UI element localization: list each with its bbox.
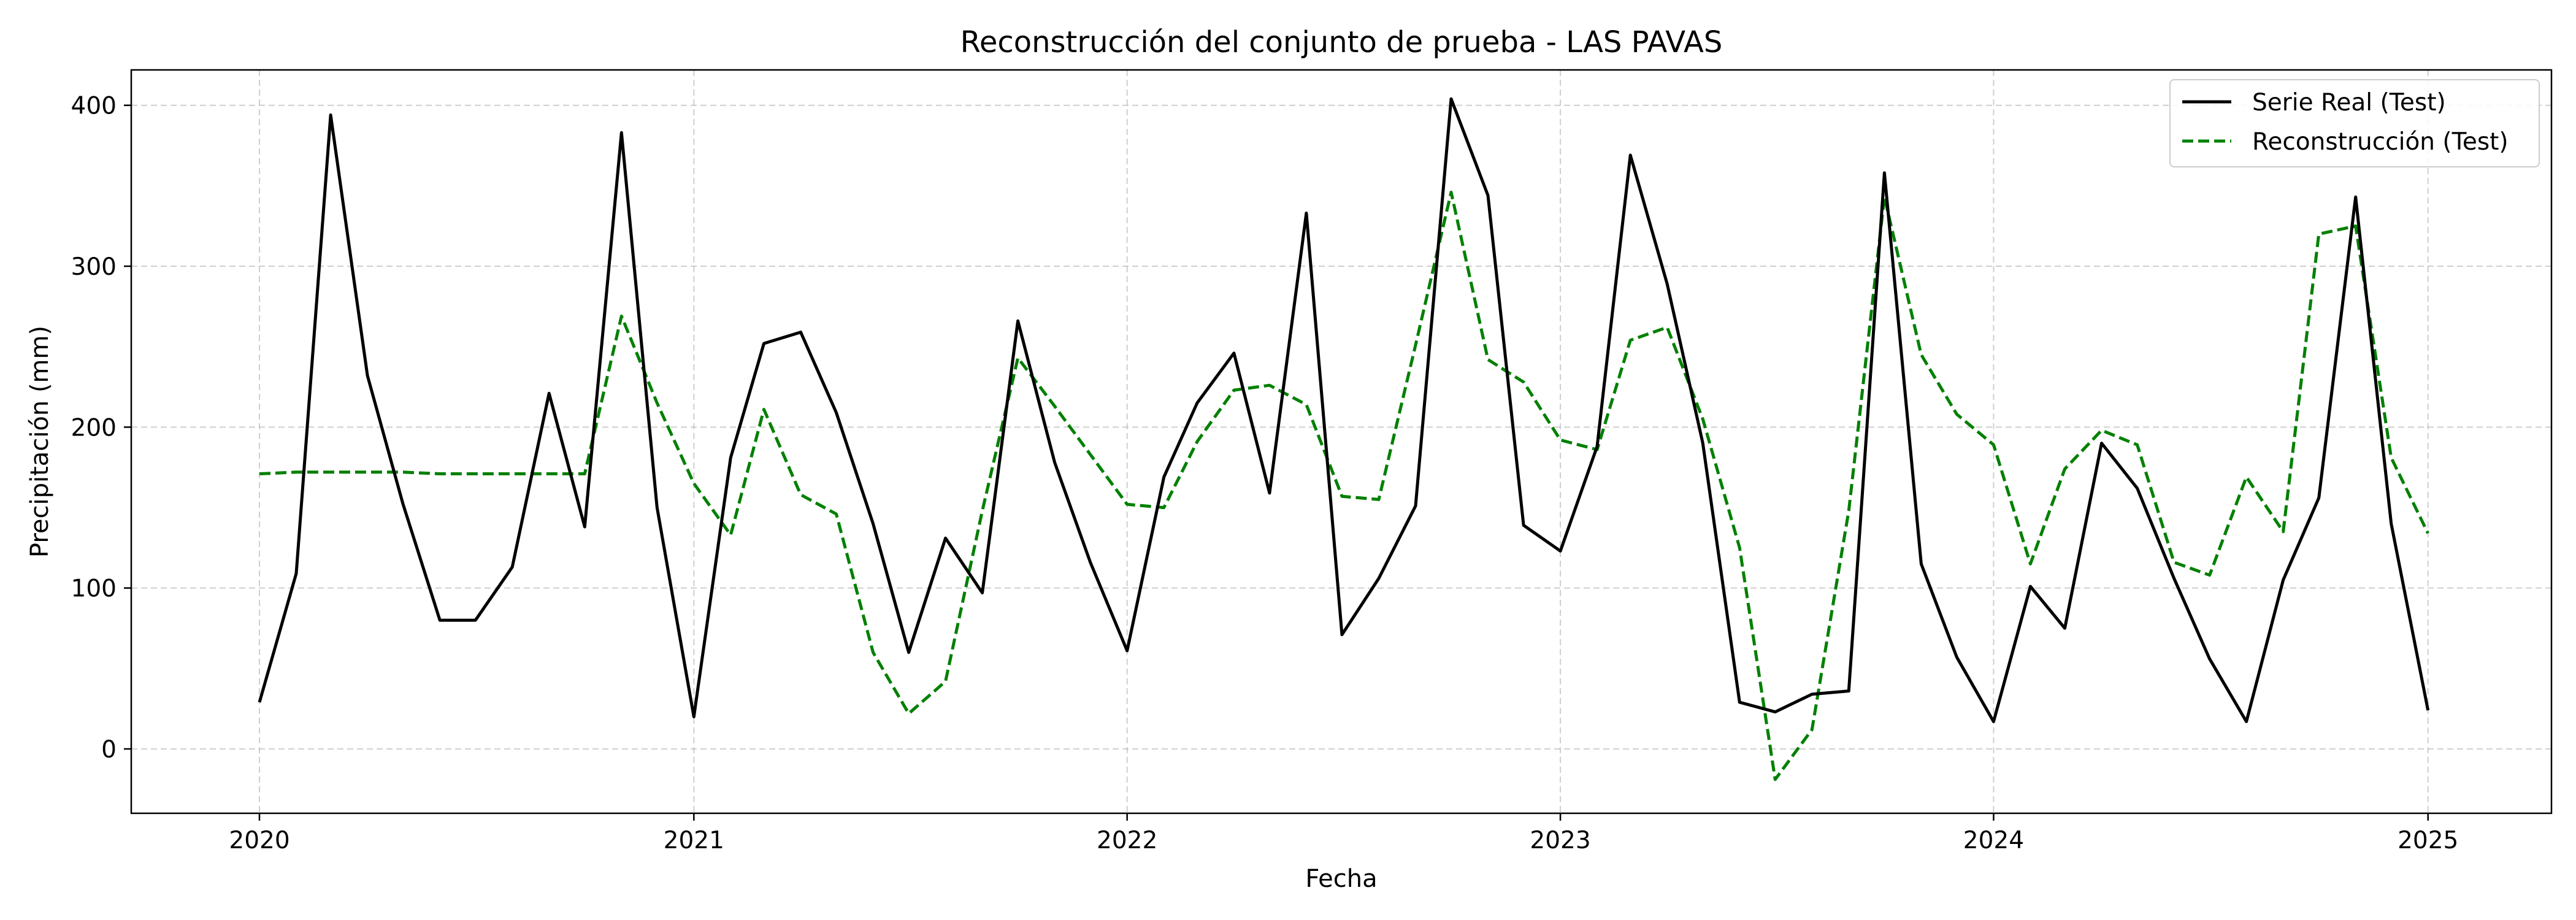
x-tick-label: 2020 [229,827,289,854]
x-tick-label: 2025 [2398,827,2458,854]
y-axis-ticks: 0 100 200 300 400 [71,93,131,764]
series-line-real [258,97,2430,723]
x-tick-label: 2021 [664,827,724,854]
y-tick-label: 100 [71,575,117,603]
chart-title: Reconstrucción del conjunto de prueba - … [960,25,1723,59]
y-tick-label: 0 [101,736,117,764]
series-lines [258,97,2430,781]
legend: Serie Real (Test) Reconstrucción (Test) [2169,79,2540,167]
x-tick-label: 2024 [1963,827,2024,854]
x-tick-label: 2023 [1530,827,1590,854]
legend-label-reconstruccion: Reconstrucción (Test) [2252,128,2509,156]
grid [131,70,2551,813]
series-line-reconstruccion [259,190,2429,781]
y-tick-label: 400 [71,93,117,120]
y-axis-label: Precipitación (mm) [26,326,54,558]
plot-area-frame [130,69,2553,815]
legend-box [2169,79,2540,167]
x-tick-label: 2022 [1097,827,1157,854]
y-tick-label: 200 [71,414,117,442]
y-tick-label: 300 [71,253,117,281]
x-axis-label: Fecha [1305,865,1377,893]
legend-label-real: Serie Real (Test) [2252,89,2446,117]
x-axis-ticks: 2020 2021 2022 2023 2024 2025 [229,813,2458,854]
